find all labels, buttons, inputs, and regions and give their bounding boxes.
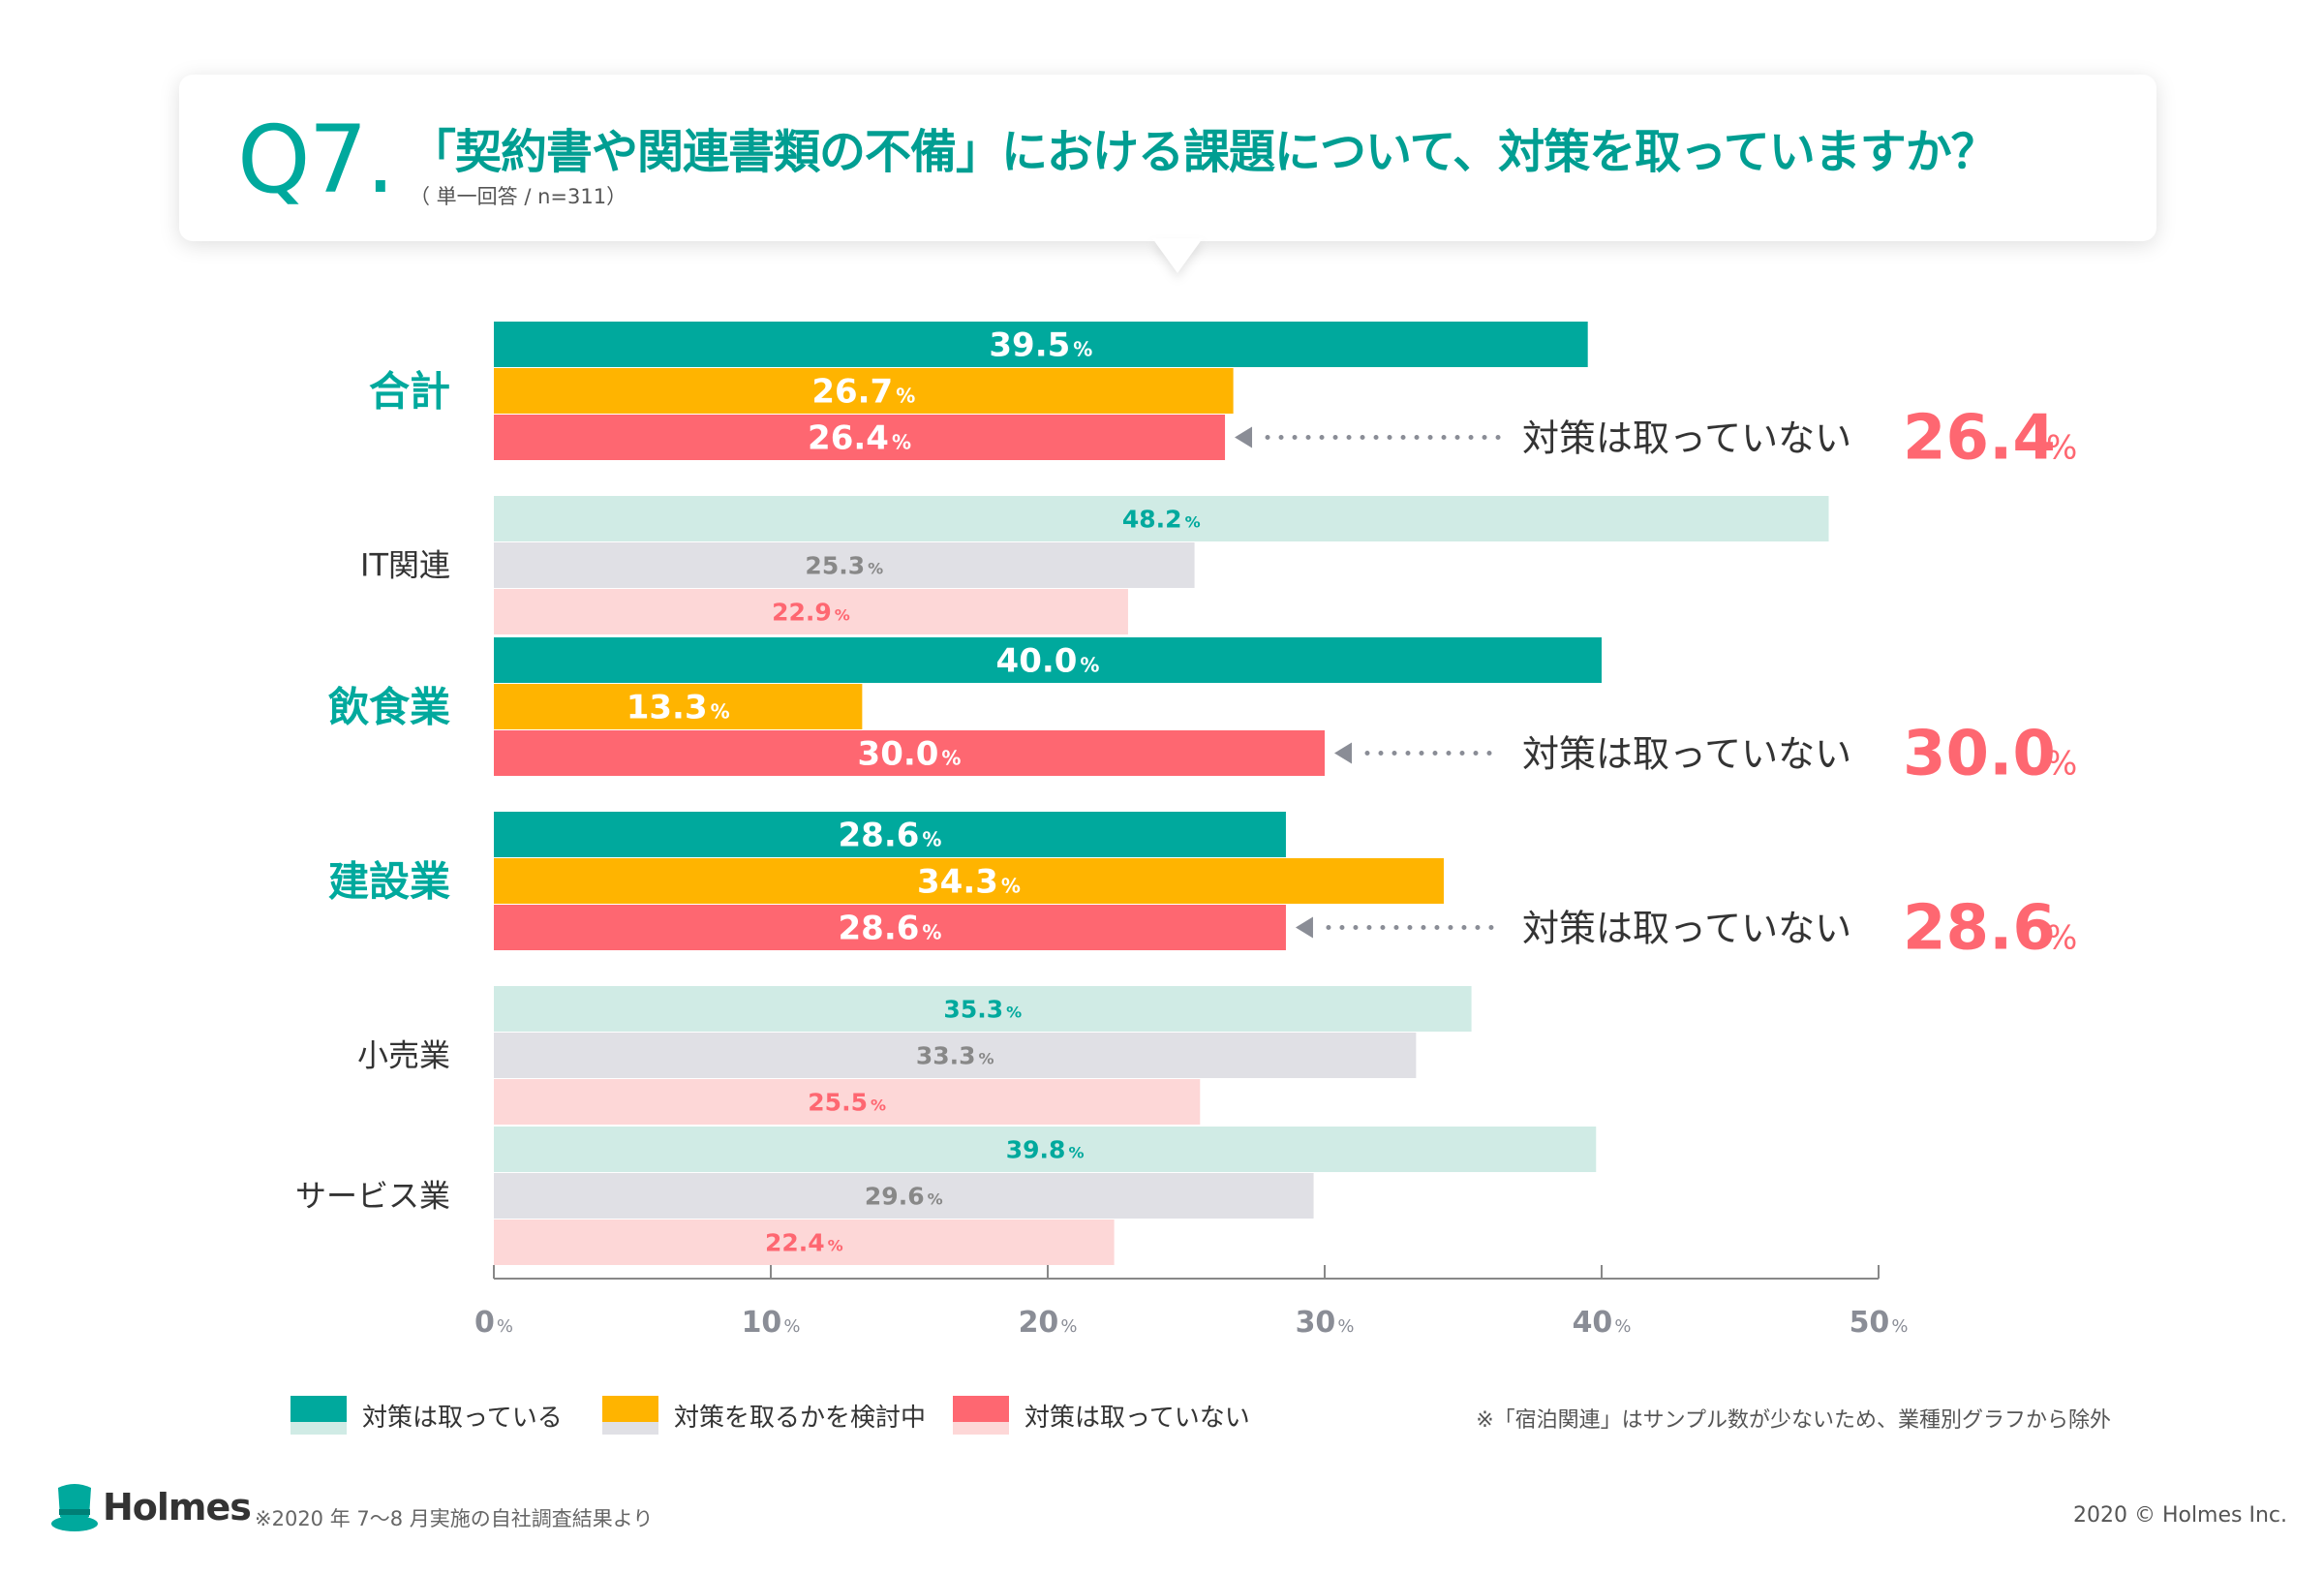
category-label: 合計 bbox=[369, 368, 450, 416]
bar-value-label: 35.3% bbox=[943, 996, 1022, 1024]
category-label: 飲食業 bbox=[328, 684, 450, 731]
callout-unit: % bbox=[2046, 429, 2077, 468]
bar-considering bbox=[494, 684, 863, 729]
bar-considering bbox=[494, 1033, 1417, 1078]
bar-not_taken bbox=[494, 1220, 1115, 1265]
logo-wordmark: Holmes bbox=[103, 1486, 252, 1529]
bar-considering bbox=[494, 858, 1444, 904]
callout-arrowhead bbox=[1295, 916, 1313, 939]
callout-text: 対策は取っていない bbox=[1522, 417, 1851, 460]
bar-not_taken bbox=[494, 730, 1325, 776]
x-axis-tick-label: 10% bbox=[742, 1306, 801, 1340]
bar-chart: 合計 39.5 % 26.7 % 26.4% 対策は取っていない 26.4% IT関連 48.2%… bbox=[295, 322, 2077, 1340]
bar-considering bbox=[494, 1173, 1314, 1219]
bar-value-label: 30.0% bbox=[858, 735, 962, 774]
legend-swatch-considering bbox=[602, 1396, 658, 1435]
x-axis-tick-label: 40% bbox=[1573, 1306, 1632, 1340]
speech-bubble-tail bbox=[1152, 238, 1203, 273]
question-number: Q7. bbox=[237, 106, 395, 214]
bar-considering bbox=[494, 542, 1195, 588]
callout-arrowhead bbox=[1235, 426, 1253, 448]
bar-value-label: 22.9% bbox=[772, 599, 850, 627]
legend-swatch-taken bbox=[290, 1396, 347, 1435]
question-sample-note: （ 単一回答 / n=311） bbox=[410, 185, 627, 208]
bar-considering bbox=[494, 368, 1234, 414]
callout-unit: % bbox=[2046, 745, 2077, 784]
bar-value-label: 48.2% bbox=[1122, 506, 1201, 534]
bar-value-label: 13.3% bbox=[627, 689, 730, 727]
callout-value: 30.0 bbox=[1903, 719, 2056, 790]
bar-taken bbox=[494, 496, 1829, 541]
category-label: 小売業 bbox=[357, 1037, 450, 1074]
legend-label-considering: 対策を取るかを検討中 bbox=[674, 1404, 927, 1433]
bar-value-label: 29.6% bbox=[865, 1183, 943, 1211]
x-axis-tick-label: 0% bbox=[474, 1306, 513, 1340]
callout-unit: % bbox=[2046, 919, 2077, 958]
top-hat-icon bbox=[51, 1484, 98, 1531]
legend-swatch-not-taken bbox=[953, 1396, 1009, 1435]
bar-value-label: 40.0% bbox=[996, 642, 1100, 681]
bar-not_taken bbox=[494, 589, 1128, 634]
callout-value: 26.4 bbox=[1903, 403, 2056, 475]
bar-value-label: 28.6% bbox=[839, 910, 942, 948]
bar-value-label: 39.8% bbox=[1006, 1136, 1085, 1164]
bar-value-label: 34.3% bbox=[917, 863, 1021, 902]
footer-copyright: 2020 © Holmes Inc. bbox=[2072, 1503, 2287, 1528]
question-card: Q7. 「契約書や関連書類の不備」における課題について、対策を取っていますか？ … bbox=[179, 75, 2156, 241]
bar-taken bbox=[494, 986, 1472, 1032]
question-text: 「契約書や関連書類の不備」における課題について、対策を取っていますか？ bbox=[410, 125, 1998, 179]
bar-taken bbox=[494, 637, 1602, 683]
legend-label-taken: 対策は取っている bbox=[362, 1404, 563, 1433]
bar-value-label: 28.6% bbox=[839, 817, 942, 855]
bar-value-label: 33.3% bbox=[916, 1042, 994, 1070]
bar-value-label: 26.4% bbox=[808, 419, 911, 458]
bar-taken bbox=[494, 812, 1286, 857]
bar-not_taken bbox=[494, 415, 1226, 460]
callout-value: 28.6 bbox=[1903, 893, 2056, 965]
legend-label-not-taken: 対策は取っていない bbox=[1024, 1404, 1250, 1433]
chart-legend: 対策は取っている 対策を取るかを検討中 対策は取っていない bbox=[290, 1392, 2130, 1440]
bar-taken bbox=[494, 322, 1588, 367]
footer-source: ※2020 年 7〜8 月実施の自社調査結果より bbox=[255, 1507, 654, 1530]
bar-value-label: 25.5% bbox=[808, 1089, 886, 1117]
callout-text: 対策は取っていない bbox=[1522, 908, 1851, 950]
bar-not_taken bbox=[494, 1079, 1201, 1125]
bar-taken bbox=[494, 1127, 1597, 1172]
x-axis-tick-label: 30% bbox=[1296, 1306, 1355, 1340]
exclusion-note: ※「宿泊関連」はサンプル数が少ないため、業種別グラフから除外 bbox=[1476, 1408, 2111, 1433]
callout-text: 対策は取っていない bbox=[1522, 733, 1851, 776]
x-axis-tick-label: 50% bbox=[1850, 1306, 1909, 1340]
category-label: サービス業 bbox=[295, 1178, 450, 1215]
bar-value-label: 26.7% bbox=[811, 373, 915, 412]
bar-value-label: 22.4% bbox=[765, 1229, 843, 1257]
holmes-logo: Holmes bbox=[50, 1480, 254, 1538]
callout-arrowhead bbox=[1334, 742, 1352, 764]
x-axis-tick-label: 20% bbox=[1019, 1306, 1078, 1340]
category-label: IT関連 bbox=[360, 547, 450, 584]
category-label: 建設業 bbox=[328, 858, 450, 906]
bar-value-label: 39.5% bbox=[989, 326, 1092, 365]
bar-value-label: 25.3% bbox=[805, 552, 883, 580]
bar-not_taken bbox=[494, 905, 1286, 950]
